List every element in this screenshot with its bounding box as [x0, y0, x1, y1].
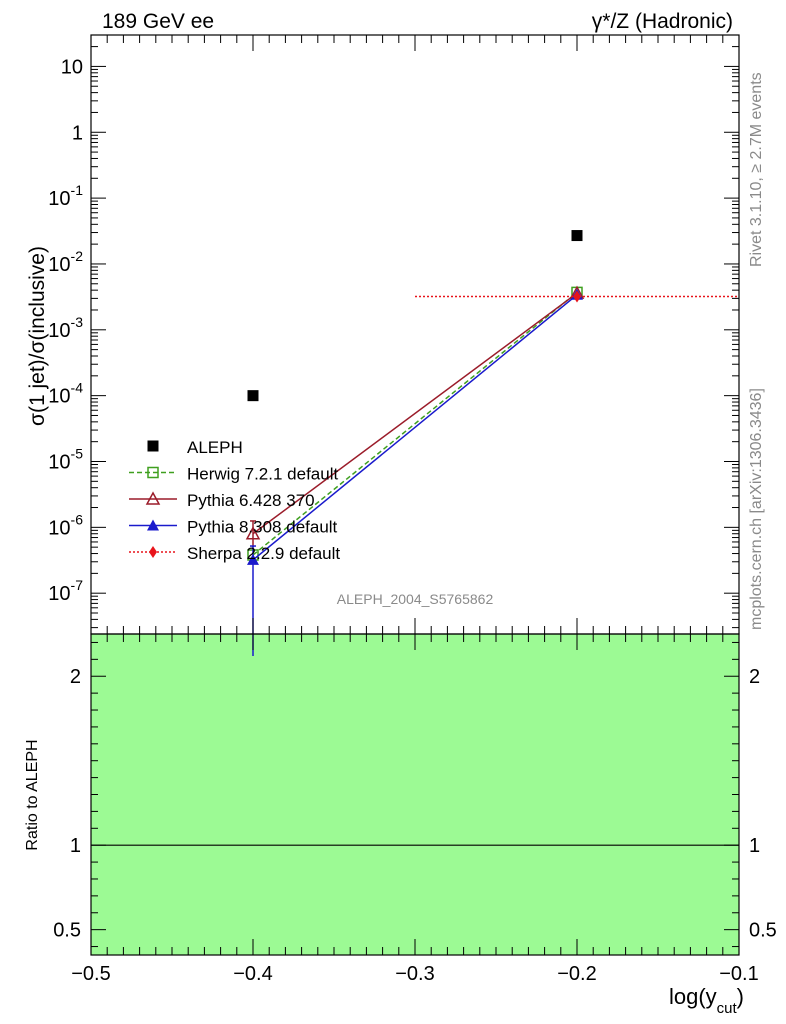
ratio-tick-label-right: 0.5 [749, 920, 777, 942]
y-tick-label-exponent: -3 [71, 314, 84, 330]
series-line [252, 291, 578, 556]
y-tick-label-base: 10 [48, 451, 70, 473]
analysis-label: ALEPH_2004_S5765862 [337, 591, 494, 607]
x-axis-label-sub: cut [717, 1000, 738, 1017]
x-tick-label: −0.1 [719, 963, 758, 985]
data-point [573, 290, 581, 303]
y-tick-label: 10-2 [48, 248, 83, 276]
x-tick-label: −0.2 [557, 963, 596, 985]
x-tick-label: −0.5 [71, 963, 110, 985]
ratio-band-layer [91, 634, 739, 955]
legend-entry: Herwig 7.2.1 default [129, 465, 338, 484]
y-tick-label-exponent: -6 [71, 511, 84, 527]
legend: ALEPH Herwig 7.2.1 default Pythia 6.428 37… [129, 438, 340, 563]
mcplots-label: mcplots.cern.ch [arXiv:1306.3436] [748, 388, 765, 630]
tick-layer [90, 34, 740, 955]
y-tick-label: 10-1 [48, 182, 83, 210]
y-tick-label-base: 10 [48, 517, 70, 539]
legend-entry: Sherpa 2.2.9 default [129, 544, 340, 563]
series-line [252, 292, 578, 535]
y-tick-label-base: 10 [48, 386, 70, 408]
rivet-version-label: Rivet 3.1.10, ≥ 2.7M events [748, 72, 765, 267]
ratio-tick-label: 0.5 [53, 920, 81, 942]
legend-marker [147, 440, 159, 452]
energy-label: 189 GeV ee [102, 10, 214, 33]
y-tick-label-exponent: -2 [71, 248, 84, 264]
y-tick-label-exponent: -4 [71, 380, 84, 396]
ratio-tick-label: 2 [70, 666, 81, 688]
legend-marker [145, 491, 161, 505]
series-0 [247, 230, 583, 402]
y-axis-label: σ(1 jet)/σ(inclusive) [26, 246, 49, 426]
y-tick-label-base: 10 [48, 583, 70, 605]
y-tick-label-base: 10 [48, 188, 70, 210]
y-tick-label: 10-3 [48, 314, 83, 342]
legend-label: Herwig 7.2.1 default [187, 465, 338, 484]
y-tick-label-exponent: -5 [71, 445, 84, 461]
y-tick-label-exponent: -7 [71, 577, 84, 593]
y-tick-label: 10 [61, 56, 83, 78]
legend-marker [147, 519, 159, 531]
y-tick-label: 10-6 [48, 511, 83, 539]
data-point [247, 553, 259, 565]
legend-marker [149, 546, 157, 558]
y-tick-label: 10-7 [48, 577, 83, 605]
ratio-uncertainty-band [91, 634, 739, 955]
x-axis-label-close: ) [737, 984, 744, 1009]
y-tick-label: 1 [72, 122, 83, 144]
x-axis-label-main: log(y [669, 984, 717, 1009]
main-data-layer [245, 230, 739, 634]
y-tick-label: 10-4 [48, 380, 83, 408]
legend-label: ALEPH [187, 438, 243, 457]
y-tick-label-base: 10 [48, 320, 70, 342]
series-4 [415, 290, 739, 303]
ratio-tick-label: 1 [70, 835, 81, 857]
ratio-tick-label-right: 1 [749, 835, 760, 857]
legend-marker [147, 466, 159, 479]
legend-entry: Pythia 8.308 default [129, 518, 338, 537]
legend-entry: ALEPH [147, 438, 243, 457]
legend-label: Pythia 8.308 default [187, 518, 338, 537]
x-tick-label: −0.4 [233, 963, 272, 985]
data-point [247, 390, 259, 402]
x-axis-label: log(ycut) [669, 984, 744, 1017]
y-tick-label-base: 10 [48, 254, 70, 276]
ratio-y-axis-label: Ratio to ALEPH [24, 739, 41, 850]
y-tick-label-exponent: -1 [71, 182, 84, 198]
data-point [245, 526, 261, 540]
legend-label: Pythia 6.428 370 [187, 491, 315, 510]
ratio-tick-label-right: 2 [749, 666, 760, 688]
series-line [252, 294, 578, 561]
x-tick-label: −0.3 [395, 963, 434, 985]
y-tick-label: 10-5 [48, 445, 83, 473]
legend-label: Sherpa 2.2.9 default [187, 544, 340, 563]
process-label: γ*/Z (Hadronic) [592, 10, 733, 33]
legend-entry: Pythia 6.428 370 [129, 491, 315, 510]
data-point [571, 230, 583, 242]
series-2 [245, 285, 585, 548]
